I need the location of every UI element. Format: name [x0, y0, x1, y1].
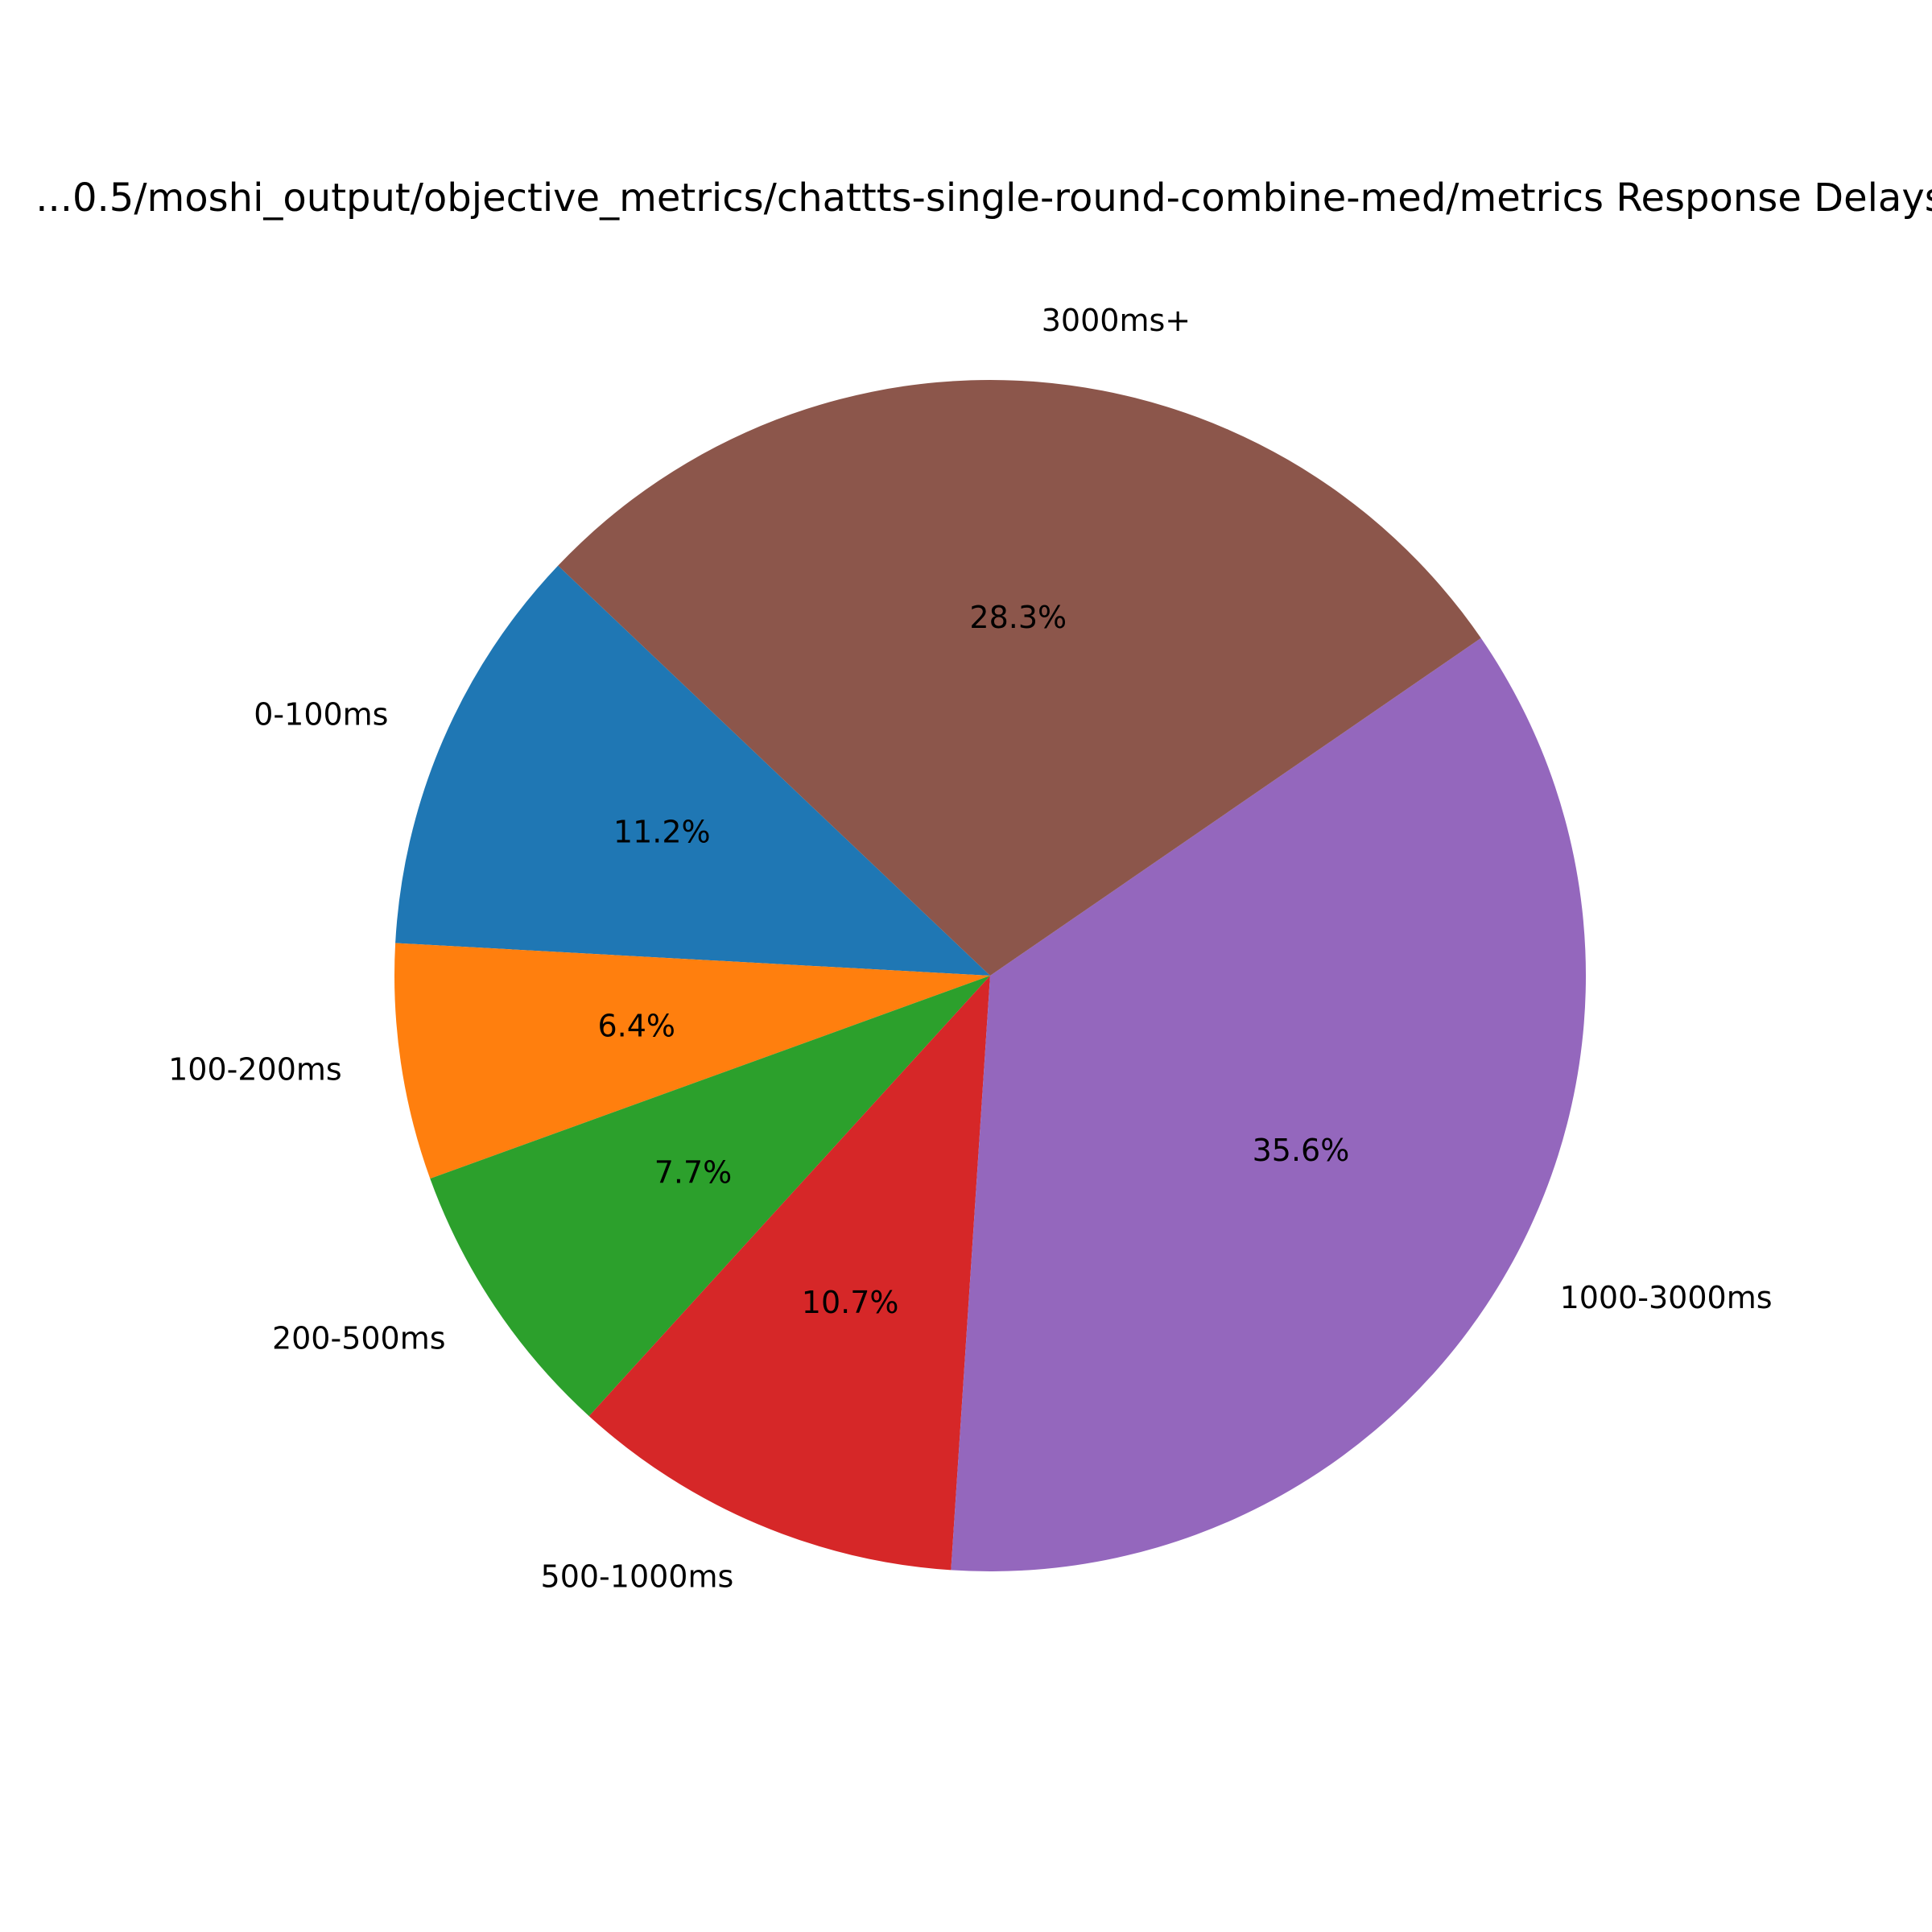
pie-slice-1000-3000ms [951, 638, 1586, 1571]
pie-slice-200-500ms [430, 976, 990, 1417]
slice-percent-label: 7.7% [654, 1154, 733, 1190]
slice-percent-label: 28.3% [969, 600, 1067, 635]
slice-category-label: 3000ms+ [1042, 303, 1191, 338]
slice-category-label: 200-500ms [272, 1320, 446, 1356]
slice-category-label: 100-200ms [168, 1051, 342, 1087]
pie-slice-0-100ms [395, 565, 990, 976]
pie-slices [394, 379, 1586, 1571]
slice-category-label: 0-100ms [254, 696, 388, 732]
slice-category-label: 500-1000ms [541, 1559, 734, 1595]
pie-labels: 0-100ms 11.2% 100-200ms 6.4% 200-500ms 7.7% 50… [168, 303, 1772, 1595]
pie-slice-100-200ms [394, 943, 990, 1179]
slice-percent-label: 6.4% [597, 1008, 675, 1043]
slice-category-label: 1000-3000ms [1560, 1280, 1773, 1315]
slice-percent-label: 11.2% [613, 815, 711, 850]
slice-percent-label: 10.7% [802, 1285, 899, 1320]
pie-slice-3000ms [558, 379, 1481, 976]
pie-slice-500-1000ms [588, 976, 990, 1571]
slice-percent-label: 35.6% [1253, 1133, 1350, 1168]
chart-title: ...0.5/moshi_output/objective_metrics/ch… [35, 175, 1932, 221]
